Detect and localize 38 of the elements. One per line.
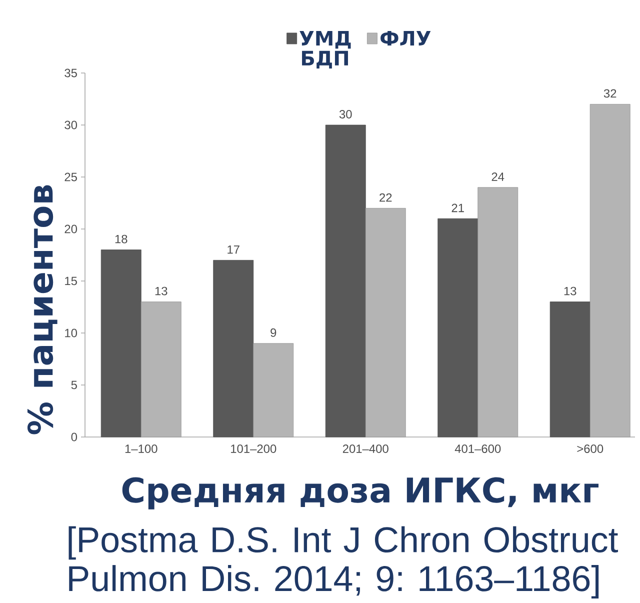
data-label: 9 <box>270 328 276 337</box>
text: [Postma D.S. Int J Chron Obstruct Pulmon Dis. 2014; 9: 1163–1186] <box>68 526 618 598</box>
bar <box>100 250 142 438</box>
bar <box>590 104 630 438</box>
y-tick-label: 35 <box>64 68 77 78</box>
x-axis-title: Средняя доза ИГКС, мкг <box>122 477 598 510</box>
bar <box>438 218 478 438</box>
y-tick-label: 10 <box>65 328 78 338</box>
data-label: 22 <box>380 193 392 202</box>
bar <box>213 260 254 438</box>
y-axis-title: % пациентов <box>27 185 58 434</box>
y-tick-label: 15 <box>65 276 77 286</box>
data-label: 21 <box>452 204 464 212</box>
data-label: 13 <box>155 286 168 296</box>
y-tick-label: 5 <box>71 380 77 390</box>
bar <box>365 208 406 438</box>
data-label: 13 <box>564 286 576 296</box>
x-tick-label: 401–600 <box>454 444 501 453</box>
data-label: 30 <box>339 110 352 118</box>
bar <box>478 187 518 438</box>
y-tick-label: 25 <box>64 172 77 182</box>
x-tick-label: >600 <box>577 444 604 453</box>
x-tick-label: 1–100 <box>125 444 158 453</box>
bar <box>550 302 590 438</box>
x-tick-label: 201–400 <box>342 444 388 453</box>
data-label: 18 <box>115 234 128 244</box>
y-tick-label: 0 <box>71 432 78 442</box>
data-label: 32 <box>604 89 616 98</box>
legend-label: УМД БДП <box>300 30 351 69</box>
x-tick-label: 101–200 <box>231 444 276 453</box>
y-tick-label: 20 <box>64 224 78 234</box>
data-label: 17 <box>228 245 240 254</box>
data-label: 24 <box>492 172 504 181</box>
bar <box>140 302 182 438</box>
y-tick-label: 30 <box>64 120 78 130</box>
bar <box>253 343 294 438</box>
legend-label: ФЛУ <box>380 30 431 46</box>
bar <box>325 124 366 438</box>
